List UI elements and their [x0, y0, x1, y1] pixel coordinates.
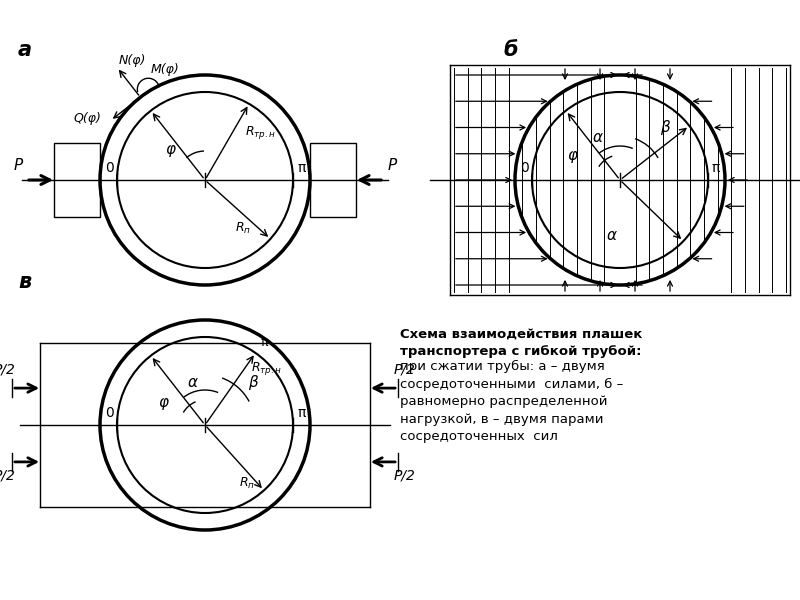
Bar [310, 143, 356, 217]
Text: 0: 0 [106, 406, 114, 420]
Text: P/2: P/2 [0, 469, 16, 483]
Text: α: α [593, 130, 603, 145]
Text: а: а [18, 40, 32, 60]
Text: β: β [248, 375, 258, 390]
Text: $R_{тр.н}$: $R_{тр.н}$ [245, 124, 276, 141]
Text: $R_{п}$: $R_{п}$ [235, 221, 251, 236]
Text: φ: φ [158, 395, 168, 410]
Text: Q(φ): Q(φ) [74, 112, 102, 125]
Text: φ: φ [165, 142, 175, 157]
Text: $R_{п}$: $R_{п}$ [239, 476, 255, 491]
Text: π: π [261, 336, 268, 349]
Text: Схема взаимодействия плашек
транспортера с гибкой трубой:: Схема взаимодействия плашек транспортера… [400, 328, 642, 358]
Text: 0: 0 [520, 161, 529, 175]
Text: M(φ): M(φ) [150, 63, 179, 76]
Text: P/2: P/2 [394, 469, 416, 483]
Text: $R_{тр.н}$: $R_{тр.н}$ [251, 360, 282, 377]
Text: P: P [387, 158, 397, 173]
Text: 0: 0 [106, 161, 114, 175]
Text: φ: φ [567, 148, 577, 163]
Text: в: в [18, 272, 31, 292]
Text: π: π [297, 161, 306, 175]
Text: P/2: P/2 [0, 362, 16, 376]
Text: P: P [14, 158, 22, 173]
Text: π: π [297, 406, 306, 420]
Text: β: β [660, 120, 670, 135]
Text: P/2: P/2 [394, 362, 416, 376]
Text: N(φ): N(φ) [118, 54, 146, 67]
Text: б: б [503, 40, 518, 60]
Text: при сжатии трубы: а – двумя
сосредоточенными  силами, б –
равномерно распределен: при сжатии трубы: а – двумя сосредоточен… [400, 360, 623, 443]
Bar [54, 143, 100, 217]
Text: α: α [607, 228, 617, 243]
Text: α: α [188, 375, 198, 390]
Text: π: π [712, 161, 720, 175]
